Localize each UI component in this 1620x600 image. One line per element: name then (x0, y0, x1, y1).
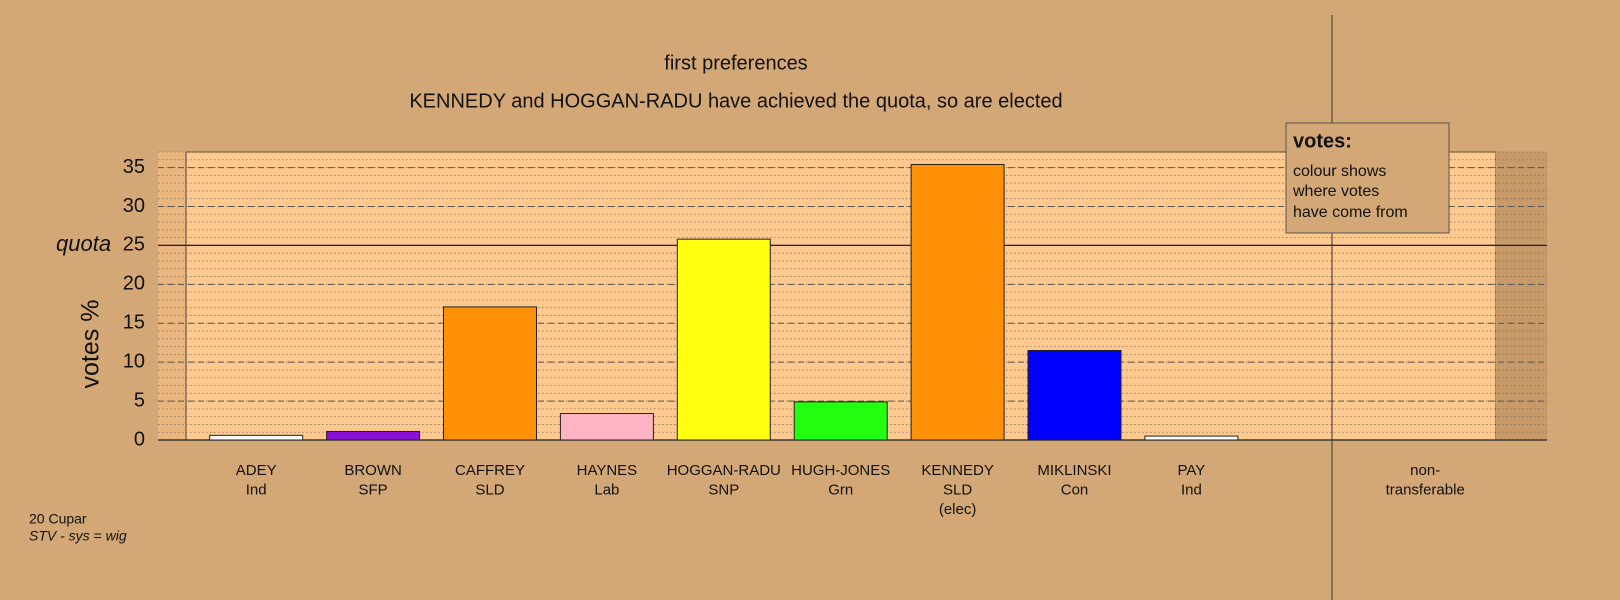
bar (793, 401, 888, 441)
x-tick-label: CAFFREY (455, 462, 525, 479)
x-tick-label: Con (1061, 481, 1089, 498)
legend-title: votes: (1293, 130, 1352, 152)
x-tick-label: HUGH-JONES (791, 462, 890, 479)
y-tick-label: 35 (123, 156, 145, 178)
y-tick-label: 30 (123, 195, 145, 217)
chart-subtitle: KENNEDY and HOGGAN-RADU have achieved th… (409, 90, 1062, 112)
y-tick-label: 5 (134, 389, 145, 411)
x-tick-label: non- (1410, 462, 1440, 479)
bar (209, 434, 304, 441)
y-tick-label: 0 (134, 428, 145, 450)
bar (1144, 435, 1239, 441)
x-tick-label: SLD (943, 481, 972, 498)
footer-area: 20 Cupar (29, 511, 87, 527)
bar (559, 413, 654, 441)
plot-background (185, 151, 1497, 441)
bar (326, 430, 421, 441)
bar (1027, 349, 1122, 441)
chart-title: first preferences (664, 52, 807, 74)
x-tick-label: SFP (359, 481, 388, 498)
x-tick-label: SLD (475, 481, 504, 498)
legend-text: colour shows (1293, 163, 1386, 180)
x-tick-label: HAYNES (577, 462, 638, 479)
x-tick-label: Ind (246, 481, 267, 498)
x-tick-label: Grn (828, 481, 853, 498)
plot-margin (1496, 152, 1547, 440)
x-tick-label: (elec) (939, 501, 977, 518)
quota-label: quota (56, 231, 111, 256)
legend-text: where votes (1292, 183, 1379, 200)
x-tick-label: Ind (1181, 481, 1202, 498)
plot-margin (158, 152, 186, 440)
x-tick-label: PAY (1178, 462, 1206, 479)
y-tick-label: 15 (123, 312, 145, 334)
footer-system: STV - sys = wig (29, 528, 127, 544)
y-tick-label: 10 (123, 350, 145, 372)
y-tick-label: 20 (123, 273, 145, 295)
legend-text: have come from (1293, 204, 1408, 221)
x-tick-label: KENNEDY (921, 462, 994, 479)
y-axis-label: votes % (77, 300, 105, 389)
x-tick-label: Lab (594, 481, 619, 498)
y-tick-label: 25 (123, 234, 145, 256)
bar (443, 306, 537, 441)
bar (676, 238, 771, 441)
x-tick-label: ADEY (236, 462, 277, 479)
x-tick-label: HOGGAN-RADU (667, 462, 781, 479)
x-tick-label: MIKLINSKI (1037, 462, 1111, 479)
x-tick-label: SNP (708, 481, 739, 498)
x-tick-label: transferable (1386, 481, 1465, 498)
x-tick-label: BROWN (344, 462, 402, 479)
legend-box (1285, 122, 1450, 234)
bar (910, 163, 1005, 441)
